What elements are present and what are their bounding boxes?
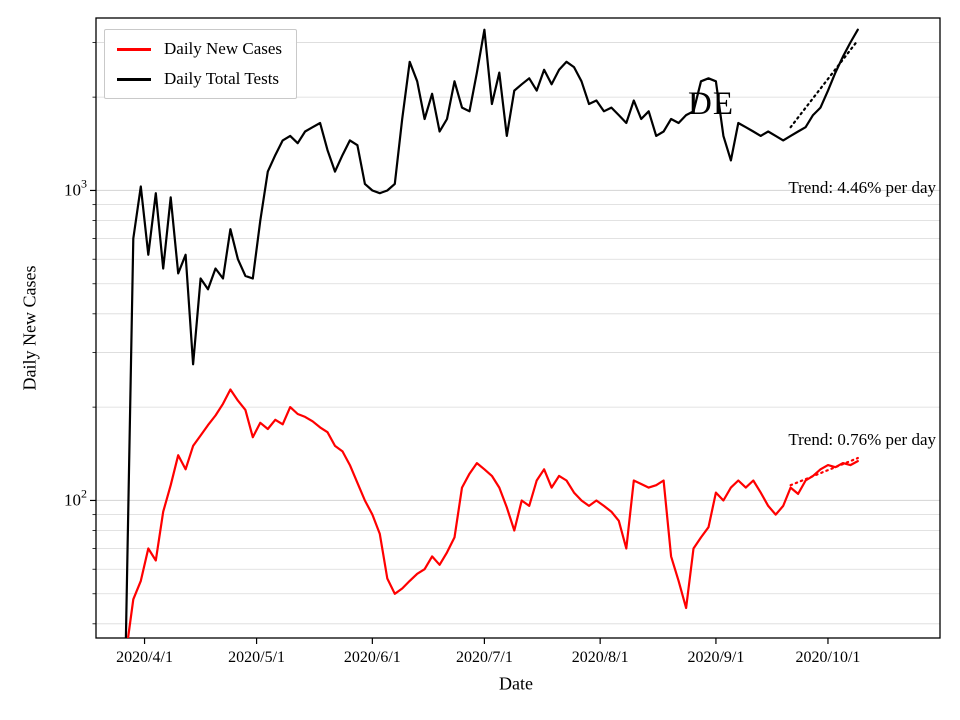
svg-text:2020/10/1: 2020/10/1: [796, 649, 861, 666]
svg-text:2020/4/1: 2020/4/1: [116, 649, 173, 666]
y-axis-label: Daily New Cases: [19, 265, 40, 391]
legend-line-daily-new-cases: [117, 47, 151, 51]
legend: Daily New Cases Daily Total Tests: [104, 29, 298, 99]
legend-line-daily-total-tests: [117, 77, 151, 81]
svg-text:2020/9/1: 2020/9/1: [687, 649, 744, 666]
legend-item-daily-new-cases: Daily New Cases: [117, 39, 282, 59]
svg-text:102: 102: [64, 486, 87, 509]
legend-label: Daily Total Tests: [164, 69, 280, 88]
trend-annotation-cases: Trend: 0.76% per day: [788, 430, 936, 449]
legend-item-daily-total-tests: Daily Total Tests: [117, 69, 282, 89]
svg-text:2020/7/1: 2020/7/1: [456, 649, 513, 666]
x-axis-label: Date: [499, 673, 533, 694]
svg-text:2020/8/1: 2020/8/1: [572, 649, 629, 666]
svg-text:2020/5/1: 2020/5/1: [228, 649, 285, 666]
trend-annotation-tests: Trend: 4.46% per day: [788, 178, 936, 197]
svg-text:103: 103: [64, 176, 87, 199]
svg-text:2020/6/1: 2020/6/1: [344, 649, 401, 666]
watermark-label: DE: [688, 86, 734, 122]
legend-label: Daily New Cases: [164, 39, 283, 58]
